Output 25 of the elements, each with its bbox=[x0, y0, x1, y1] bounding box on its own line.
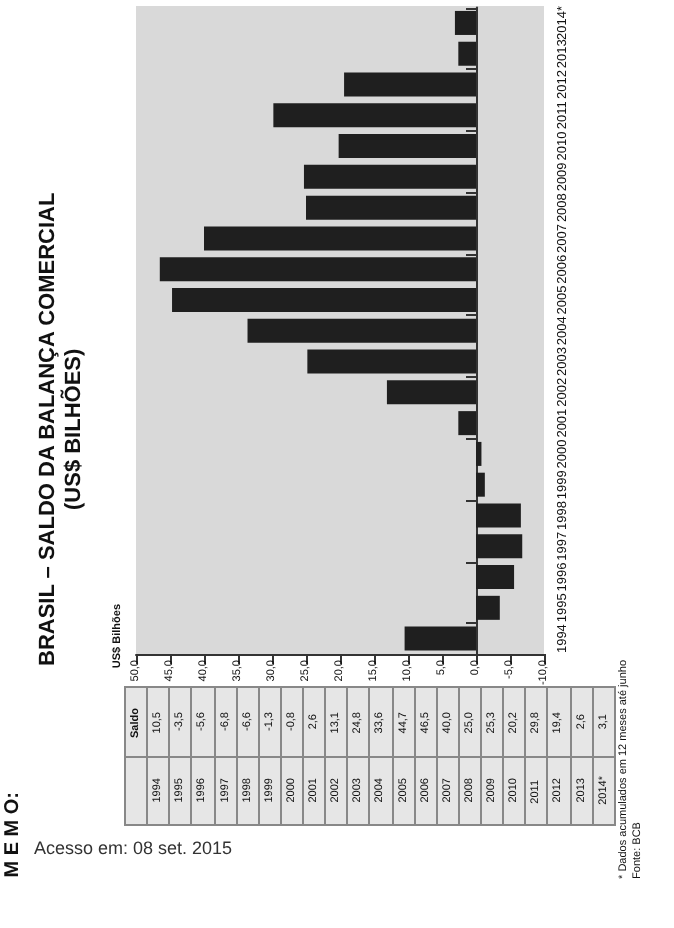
text: Acesso em: 08 set. 2015 bbox=[34, 838, 233, 858]
bar bbox=[476, 503, 521, 528]
bar bbox=[404, 626, 476, 651]
bar bbox=[386, 380, 476, 405]
bar bbox=[476, 534, 523, 559]
bar bbox=[303, 164, 476, 189]
bar bbox=[338, 134, 476, 159]
bar bbox=[306, 195, 476, 220]
bar bbox=[159, 257, 476, 282]
bar bbox=[204, 226, 476, 251]
bar bbox=[476, 565, 515, 590]
bar bbox=[476, 595, 500, 620]
bar bbox=[458, 411, 476, 436]
bar bbox=[172, 287, 476, 312]
bar bbox=[458, 41, 476, 66]
bar bbox=[307, 349, 476, 374]
bar bbox=[344, 72, 476, 97]
text: M E M O: bbox=[2, 792, 24, 878]
bar bbox=[247, 318, 476, 343]
text: BRASIL – SALDO DA BALANÇA COMERCIAL bbox=[36, 191, 61, 670]
text: (US$ BILHÕES) bbox=[62, 347, 88, 515]
bar bbox=[454, 10, 476, 35]
bar bbox=[476, 441, 482, 466]
bar bbox=[273, 103, 476, 128]
bar bbox=[476, 472, 485, 497]
